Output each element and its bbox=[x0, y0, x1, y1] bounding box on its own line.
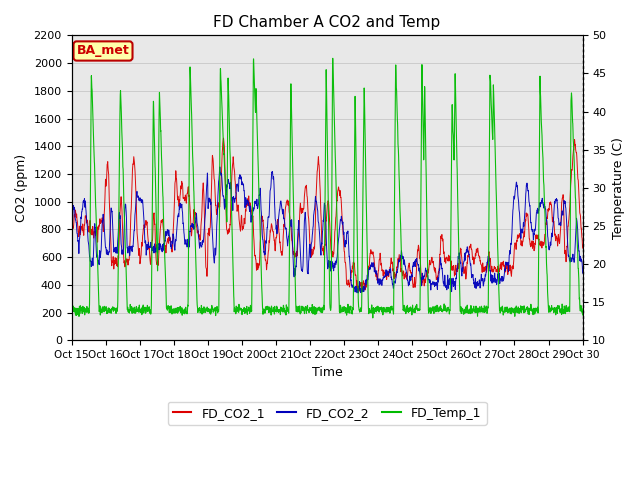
Text: BA_met: BA_met bbox=[77, 45, 129, 58]
X-axis label: Time: Time bbox=[312, 366, 342, 379]
Y-axis label: CO2 (ppm): CO2 (ppm) bbox=[15, 154, 28, 222]
Y-axis label: Temperature (C): Temperature (C) bbox=[612, 137, 625, 239]
Title: FD Chamber A CO2 and Temp: FD Chamber A CO2 and Temp bbox=[213, 15, 441, 30]
Legend: FD_CO2_1, FD_CO2_2, FD_Temp_1: FD_CO2_1, FD_CO2_2, FD_Temp_1 bbox=[168, 402, 486, 425]
